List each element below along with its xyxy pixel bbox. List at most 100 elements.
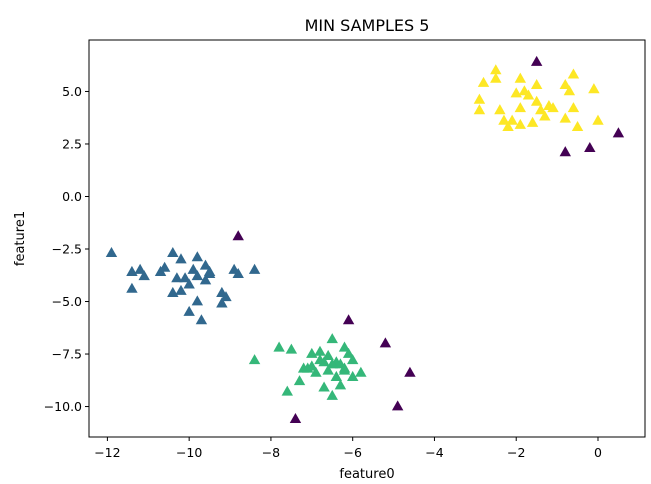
point-series1-20	[203, 265, 216, 276]
point-series3-0	[477, 76, 490, 87]
x-tick-label-1: −10	[176, 445, 202, 460]
x-tick-label-4: −4	[425, 445, 443, 460]
point-series2-22	[310, 366, 322, 377]
point-series1-8	[175, 253, 187, 264]
point-series1-27	[228, 263, 240, 274]
point-series3-28	[473, 104, 486, 115]
y-axis-ticks: −10.0 −7.5 −5.0 −2.5 0.0 2.5 5.0	[44, 84, 89, 414]
point-series1-10	[171, 272, 183, 283]
point-series3-4	[494, 104, 506, 115]
point-series1-19	[199, 274, 212, 285]
point-series3-2	[490, 72, 502, 83]
point-series3-21	[571, 120, 584, 132]
y-tick-label-0: −10.0	[44, 399, 82, 414]
point-series3-29	[530, 95, 543, 106]
y-tick-label-4: 0.0	[62, 189, 82, 204]
point-series2-23	[281, 385, 293, 396]
point-series3-3	[473, 93, 486, 104]
point-series1-29	[195, 314, 208, 325]
point-series1-13	[183, 278, 195, 289]
point-series3-20	[559, 112, 571, 123]
x-axis-label: feature0	[339, 467, 394, 482]
point-series0-1	[612, 127, 625, 138]
point-series2-14	[342, 347, 355, 358]
point-series3-11	[530, 78, 543, 90]
point-series3-26	[506, 114, 518, 125]
point-series0-5	[342, 314, 355, 325]
point-series2-7	[314, 345, 326, 356]
point-series2-2	[285, 343, 298, 354]
point-series1-16	[199, 259, 212, 270]
data-points	[105, 55, 625, 423]
point-series2-4	[293, 375, 306, 386]
x-tick-label-5: −2	[507, 445, 525, 460]
point-series1-2	[134, 263, 146, 274]
point-series0-6	[379, 337, 392, 348]
point-series3-15	[547, 102, 559, 113]
point-series2-20	[318, 381, 330, 392]
point-series3-18	[567, 68, 580, 79]
x-tick-label-6: 0	[594, 445, 602, 460]
point-series1-3	[138, 270, 150, 281]
point-series2-25	[330, 370, 343, 381]
point-series2-0	[248, 354, 261, 365]
point-series2-9	[322, 364, 334, 375]
point-series2-15	[346, 354, 359, 365]
point-series2-29	[338, 364, 351, 375]
point-series2-10	[326, 333, 338, 344]
point-series1-5	[158, 261, 171, 272]
point-series2-21	[326, 389, 338, 400]
point-series1-9	[179, 272, 191, 283]
point-series0-7	[404, 366, 416, 377]
point-series2-24	[322, 349, 334, 360]
point-series3-1	[490, 64, 502, 75]
point-series0-4	[232, 230, 244, 241]
point-series0-2	[584, 141, 596, 153]
point-series1-22	[183, 305, 195, 316]
y-tick-label-3: −2.5	[52, 242, 82, 257]
point-series3-16	[559, 78, 571, 90]
x-tick-label-0: −12	[94, 445, 120, 460]
point-series1-28	[248, 263, 261, 274]
point-series3-13	[539, 110, 551, 121]
point-series2-26	[306, 360, 318, 371]
point-series1-12	[175, 284, 187, 295]
x-tick-label-2: −8	[262, 445, 280, 460]
plot-frame	[88, 39, 646, 438]
point-series0-0	[530, 55, 543, 66]
point-series2-13	[338, 341, 351, 352]
point-series1-18	[191, 270, 204, 281]
point-series1-24	[220, 291, 232, 302]
point-series1-6	[126, 282, 138, 293]
point-series1-14	[187, 263, 199, 274]
y-tick-label-2: −5.0	[52, 294, 82, 309]
point-series3-25	[514, 118, 527, 129]
point-series3-10	[522, 89, 535, 100]
point-series1-25	[216, 297, 228, 308]
point-series1-0	[105, 247, 118, 258]
point-series2-19	[334, 379, 347, 390]
point-series2-17	[346, 370, 359, 381]
y-axis-label: feature1	[13, 211, 28, 266]
x-axis-ticks: −12 −10 −8 −6 −4 −2 0	[94, 437, 602, 460]
x-tick-label-3: −6	[343, 445, 361, 460]
point-series2-28	[326, 358, 338, 369]
point-series3-6	[502, 120, 514, 132]
chart-title: MIN SAMPLES 5	[305, 16, 430, 35]
plot-area	[89, 40, 645, 437]
y-tick-label-6: 5.0	[62, 84, 82, 99]
point-series0-3	[559, 146, 571, 157]
point-series2-18	[355, 366, 367, 377]
point-series3-17	[563, 85, 576, 96]
point-series3-23	[592, 114, 604, 125]
point-series3-7	[514, 102, 527, 113]
point-series1-15	[191, 251, 204, 262]
point-series1-7	[167, 247, 179, 258]
point-series3-24	[526, 116, 539, 127]
point-series1-21	[191, 295, 204, 306]
point-series0-8	[391, 400, 404, 411]
y-tick-label-5: 2.5	[62, 136, 82, 151]
y-tick-label-1: −7.5	[52, 347, 82, 362]
point-series3-19	[567, 102, 580, 113]
